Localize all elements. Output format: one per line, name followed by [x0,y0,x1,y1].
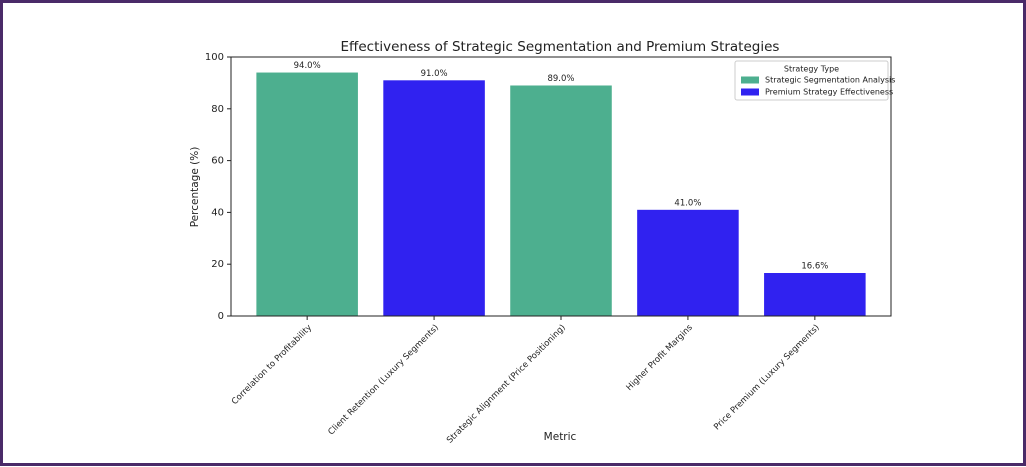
y-tick-label: 0 [218,311,224,322]
bar [256,72,358,316]
plot-frame [230,56,892,317]
value-label: 41.0% [674,198,701,208]
value-label: 89.0% [547,74,574,84]
legend-swatch [741,88,759,96]
legend-label: Strategic Segmentation Analysis [765,76,895,85]
y-tick-label: 80 [211,104,224,115]
y-axis-label: Percentage (%) [189,147,201,228]
x-tick-label: Higher Profit Margins [625,322,696,393]
value-label: 91.0% [421,69,448,79]
legend-title: Strategy Type [784,65,839,74]
chart: Effectiveness of Strategic Segmentation … [189,39,895,446]
value-label: 16.6% [801,262,828,272]
bar [764,273,866,316]
legend-swatch [741,76,759,84]
x-tick-label: Client Retention (Luxury Segments) [326,323,441,438]
x-tick-label: Price Premium (Luxury Segments) [712,323,822,433]
y-tick-label: 100 [205,52,224,63]
bar [637,209,739,316]
legend-label: Premium Strategy Effectiveness [765,88,893,97]
legend-box [734,60,889,101]
x-tick-label: Correlation to Profitability [230,323,314,407]
y-tick-label: 20 [211,259,224,270]
chart-title: Effectiveness of Strategic Segmentation … [341,39,780,55]
bar [510,85,612,317]
bar [383,80,485,316]
y-tick-label: 60 [211,156,224,167]
value-label: 94.0% [294,61,321,71]
x-tick-label: Strategic Alignment (Price Positioning) [445,323,568,446]
x-axis-label: Metric [544,431,577,443]
y-tick-label: 40 [211,207,224,218]
